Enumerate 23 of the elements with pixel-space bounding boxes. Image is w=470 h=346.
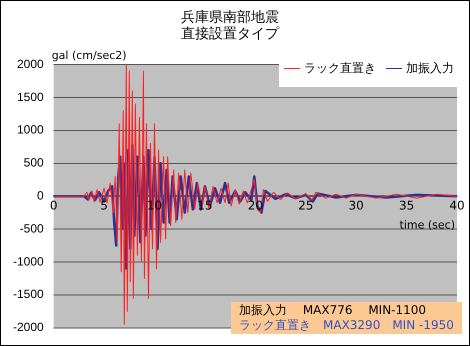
- x-tick-label: 35: [398, 198, 414, 212]
- y-axis-title: gal (cm/sec2): [52, 48, 127, 62]
- x-tick-label: 30: [348, 198, 364, 212]
- annotation: ラック直置き MAX3290 MIN -1950: [239, 318, 454, 333]
- x-tick-label: 40: [449, 198, 465, 212]
- x-tick-label: 5: [100, 198, 108, 212]
- x-tick-label: 0: [50, 198, 58, 212]
- y-tick-label: -1000: [12, 254, 44, 268]
- y-tick-label: -1500: [12, 287, 44, 302]
- y-tick-label: 1000: [16, 122, 44, 137]
- legend-label: 加振入力: [406, 60, 454, 76]
- x-axis-title: time (sec): [400, 218, 455, 232]
- y-tick-label: -500: [20, 221, 44, 236]
- y-tick-label: 1500: [16, 90, 44, 104]
- y-tick-label: -2000: [12, 320, 44, 334]
- chart-subtitle: 直接設置タイプ: [181, 25, 280, 42]
- y-tick-label: 500: [24, 156, 44, 170]
- x-tick-label: 25: [298, 198, 314, 212]
- y-tick-label: 2000: [16, 56, 44, 71]
- annotation: 加振入力 MAX776 MIN-1100: [239, 303, 428, 318]
- chart-title: 兵庫県南部地震: [181, 8, 279, 24]
- y-tick-label: 0: [37, 188, 44, 203]
- legend-label: ラック直置き: [304, 60, 376, 76]
